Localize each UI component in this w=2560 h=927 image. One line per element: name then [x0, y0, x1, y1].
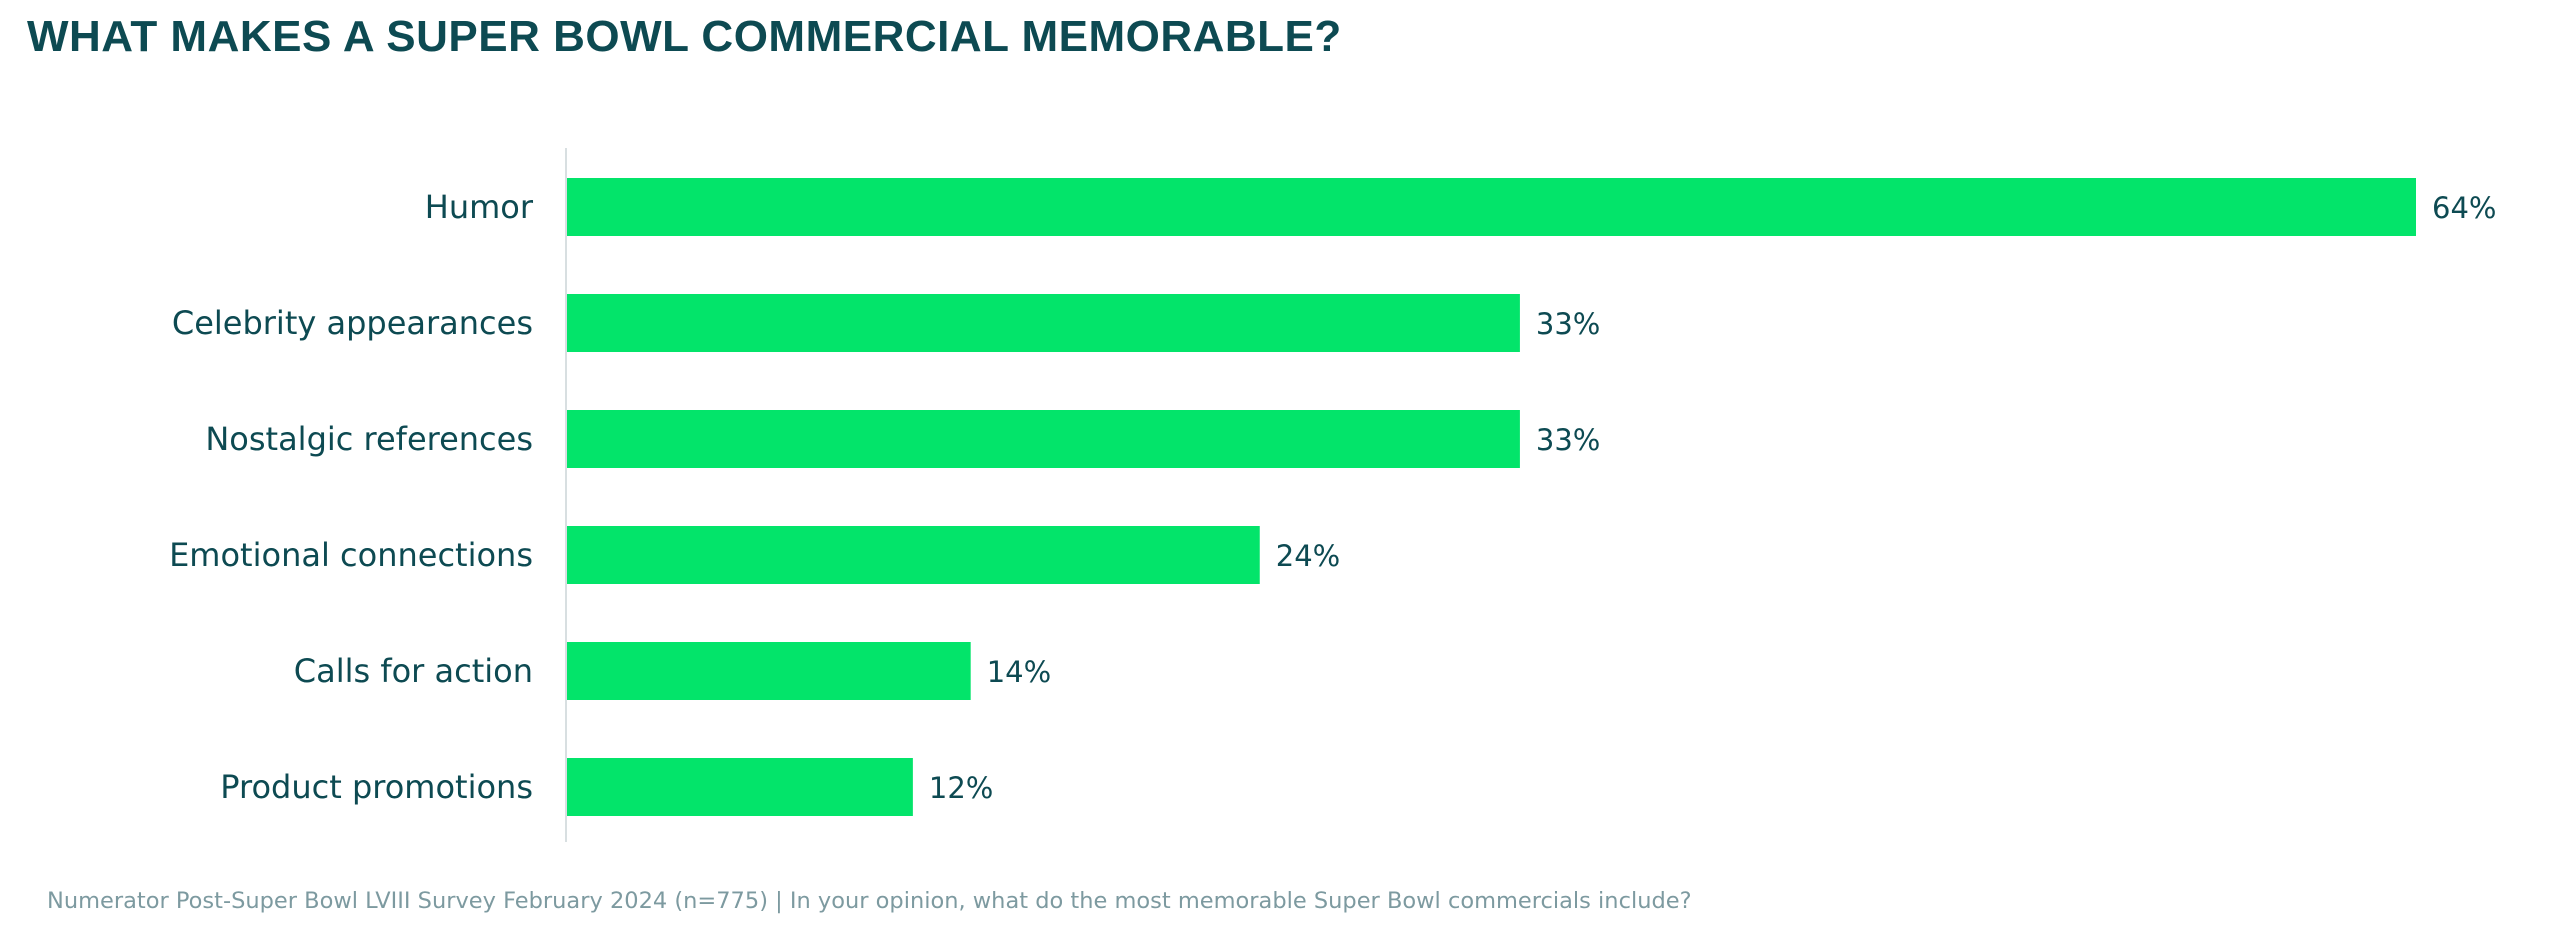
bar-nostalgic-references [566, 410, 1520, 468]
value-label: 14% [987, 655, 1051, 689]
category-label: Calls for action [294, 652, 533, 690]
value-label: 24% [1276, 539, 1340, 573]
value-label: 64% [2432, 191, 2496, 225]
category-label: Humor [425, 188, 534, 226]
chart-title: WHAT MAKES A SUPER BOWL COMMERCIAL MEMOR… [27, 12, 1342, 61]
bar-humor [566, 178, 2416, 236]
bar-calls-for-action [566, 642, 971, 700]
value-label: 33% [1536, 423, 1600, 457]
category-label: Celebrity appearances [172, 304, 533, 342]
category-label: Nostalgic references [205, 420, 533, 458]
category-label: Emotional connections [169, 536, 533, 574]
bar-product-promotions [566, 758, 913, 816]
category-label: Product promotions [220, 768, 533, 806]
bar-celebrity-appearances [566, 294, 1520, 352]
value-label: 12% [929, 771, 993, 805]
value-label: 33% [1536, 307, 1600, 341]
bars-layer: Humor 64% Celebrity appearances 33% Nostalgi… [169, 178, 2496, 816]
source-note: Numerator Post-Super Bowl LVIII Survey F… [47, 888, 1692, 914]
bar-emotional-connections [566, 526, 1260, 584]
